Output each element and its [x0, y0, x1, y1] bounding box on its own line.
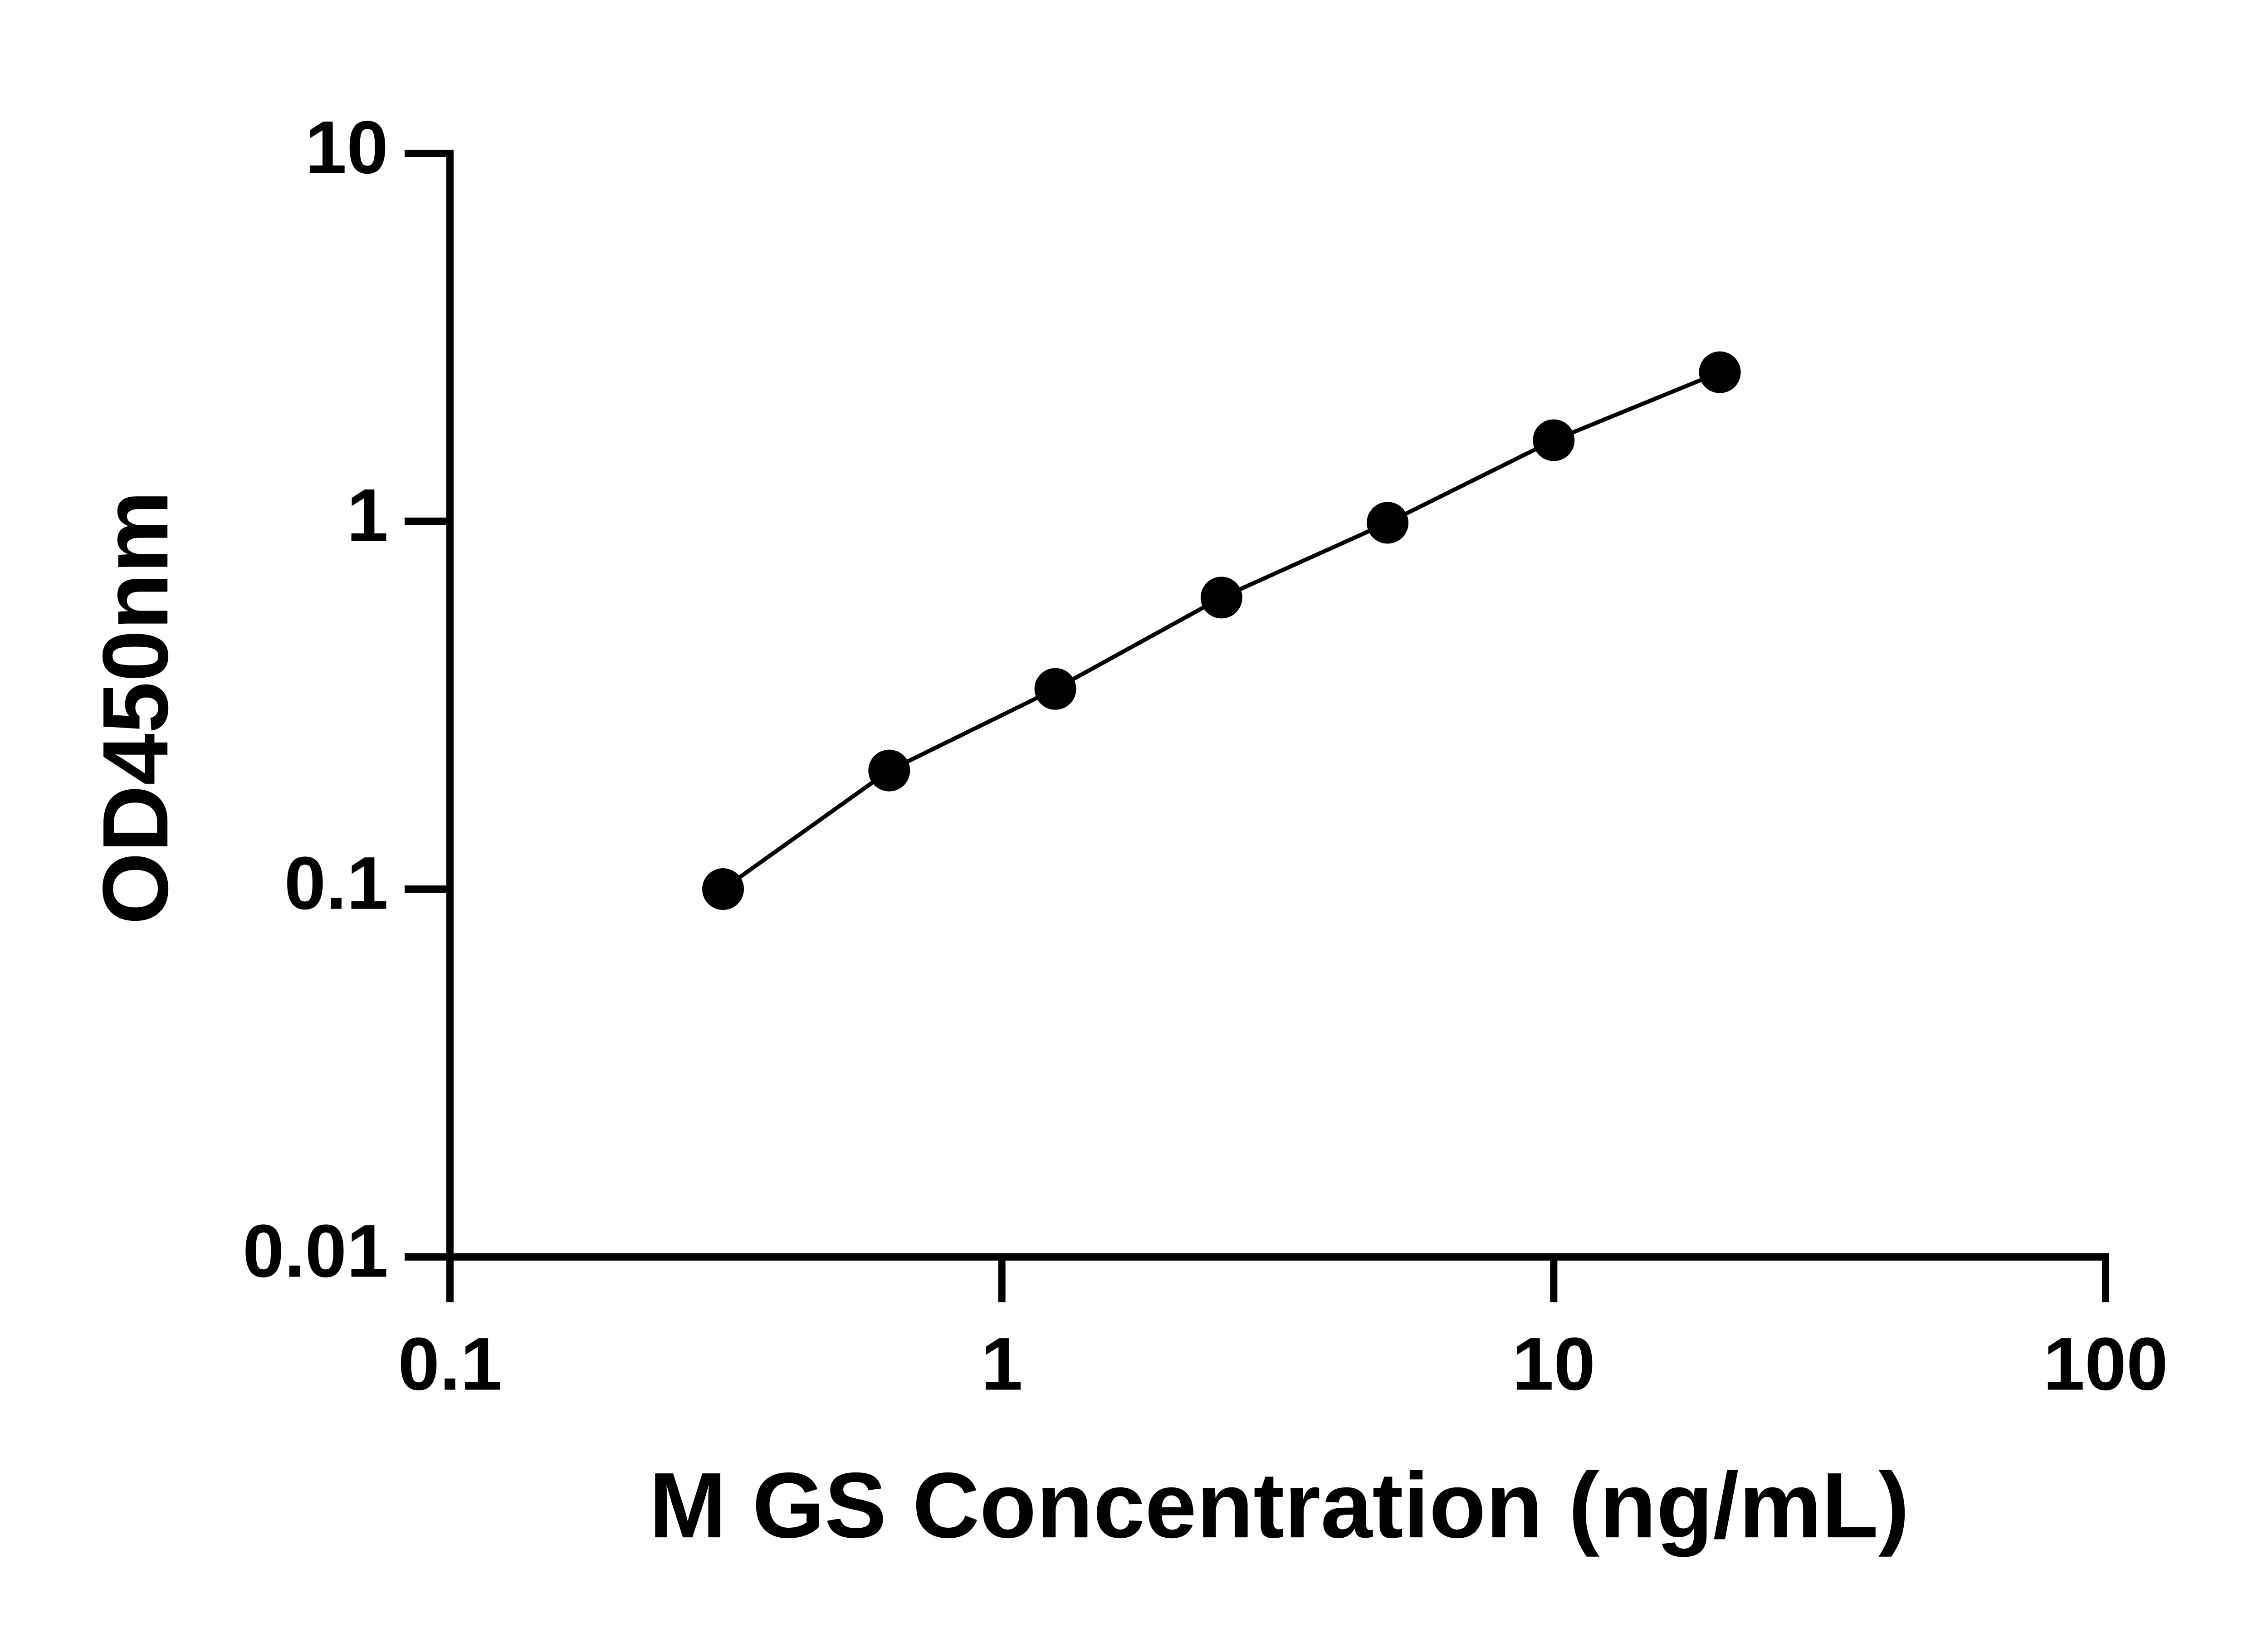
y-tick-label: 0.01 [243, 1209, 388, 1293]
data-point [1200, 577, 1242, 619]
y-tick-label: 1 [347, 474, 388, 557]
y-tick-label: 10 [305, 106, 388, 189]
data-point [1699, 351, 1741, 393]
data-point [868, 749, 910, 792]
data-point [1533, 419, 1575, 461]
y-axis-title: OD450nm [83, 490, 187, 924]
x-tick-label: 100 [2043, 1322, 2168, 1406]
data-point [702, 868, 744, 910]
x-tick-label: 1 [981, 1322, 1023, 1406]
y-tick-label: 0.1 [284, 841, 388, 925]
x-tick-label: 0.1 [398, 1322, 502, 1406]
data-point [1034, 668, 1076, 710]
x-axis-title: M GS Concentration (ng/mL) [649, 1453, 1910, 1557]
x-tick-label: 10 [1512, 1322, 1596, 1406]
data-point [1367, 502, 1409, 544]
